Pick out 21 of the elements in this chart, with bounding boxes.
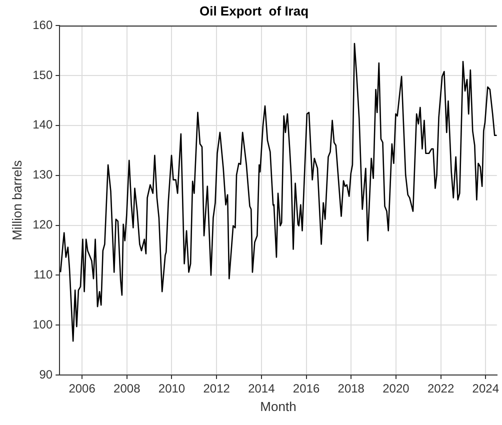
x-tick-label: 2012 (203, 382, 230, 396)
x-tick-label: 2020 (382, 382, 410, 396)
x-tick-label: 2008 (114, 382, 141, 396)
y-axis-title: Million barrels (9, 160, 24, 240)
x-tick-label: 2022 (427, 382, 454, 396)
y-tick-label: 120 (32, 218, 53, 232)
y-tick-label: 90 (39, 367, 53, 382)
x-tick-label: 2006 (68, 382, 96, 396)
y-tick-label: 160 (32, 18, 53, 32)
y-tick-label: 110 (33, 267, 53, 282)
chart-title: Oil Export of Iraq (199, 3, 309, 18)
x-axis-title: Month (260, 398, 296, 414)
x-tick-label: 2014 (248, 382, 276, 396)
y-tick-label: 130 (32, 168, 53, 182)
y-tick-label: 140 (32, 118, 53, 132)
y-tick-label: 100 (32, 317, 53, 332)
y-tick-label: 150 (32, 68, 53, 82)
x-tick-label: 2010 (158, 382, 186, 396)
x-tick-label: 2024 (472, 382, 500, 396)
x-tick-label: 2018 (338, 382, 365, 396)
x-tick-label: 2016 (292, 382, 320, 396)
